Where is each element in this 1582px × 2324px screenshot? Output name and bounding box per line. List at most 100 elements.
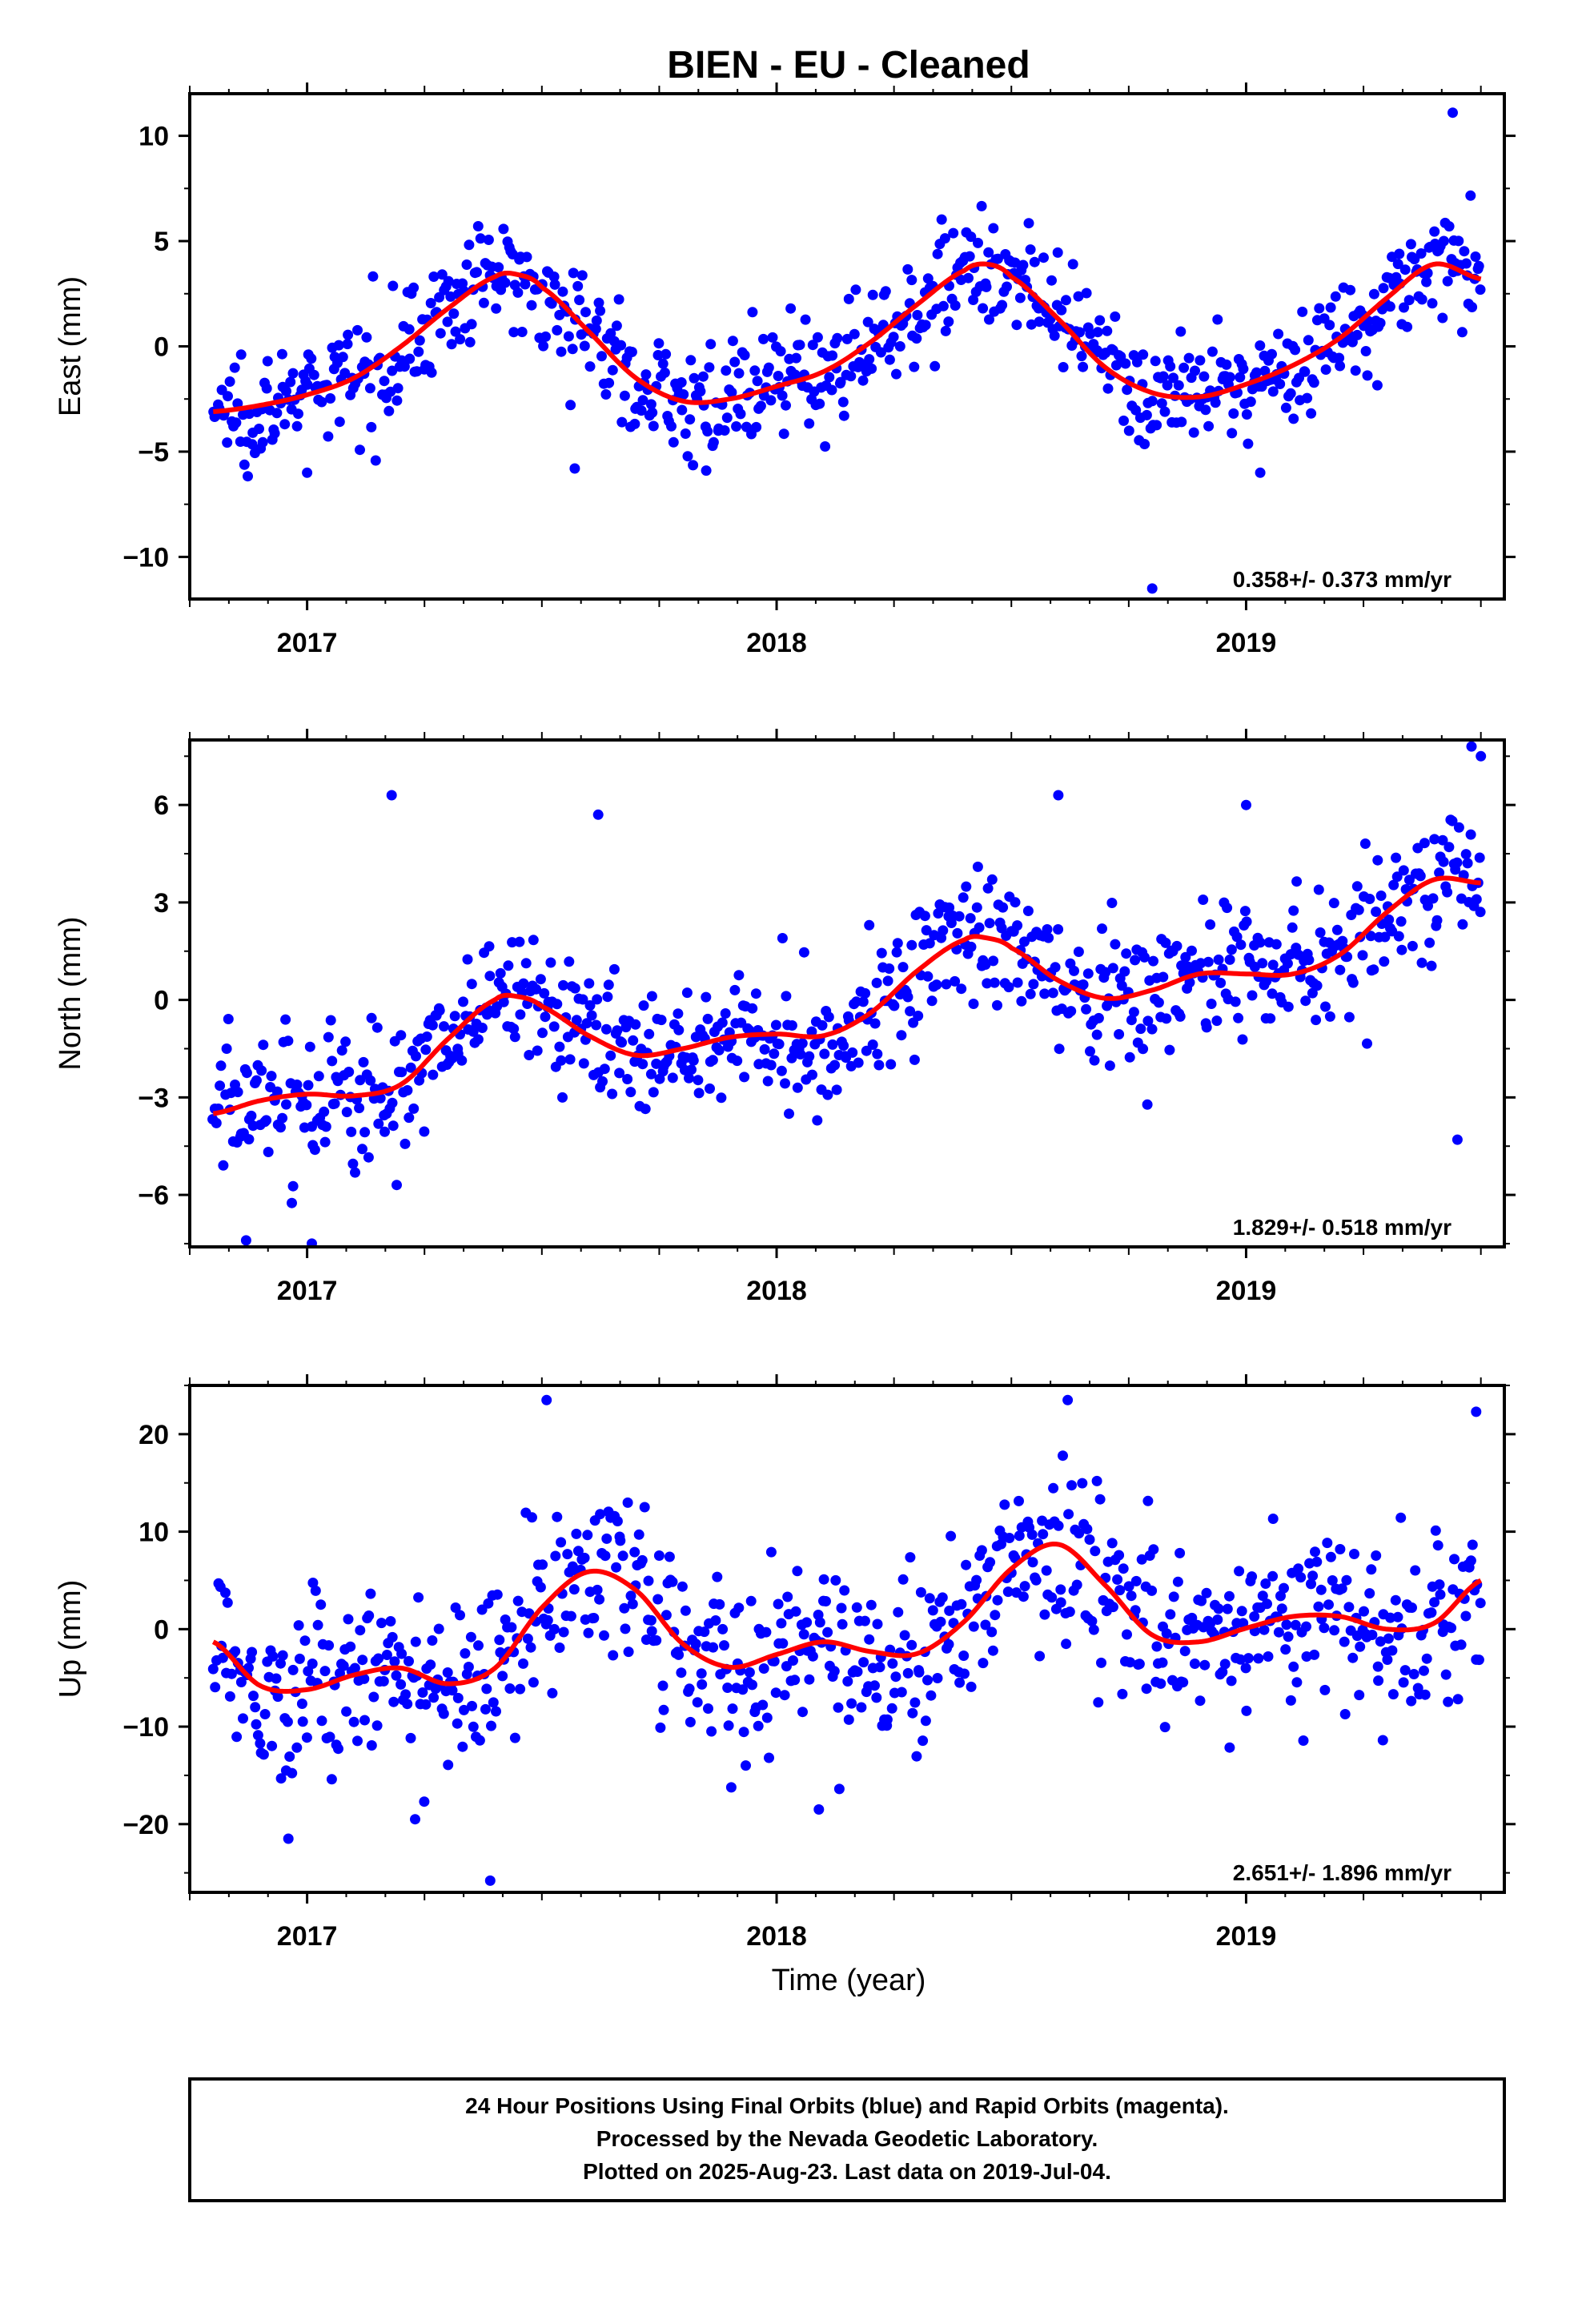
north-data-point <box>673 1024 685 1035</box>
east-data-point <box>367 271 379 282</box>
east-data-point <box>1422 267 1433 279</box>
up-data-point <box>420 1699 432 1710</box>
north-data-point <box>921 925 932 936</box>
north-data-point <box>1442 887 1453 898</box>
east-data-point <box>891 368 901 380</box>
up-data-point <box>341 1706 352 1717</box>
up-data-point <box>782 1591 793 1602</box>
up-data-point <box>1018 1591 1029 1602</box>
north-data-point <box>1025 988 1036 999</box>
up-data-point <box>1004 1533 1015 1543</box>
up-data-point <box>235 1677 247 1687</box>
up-data-point <box>1064 1606 1075 1618</box>
up-data-point <box>611 1562 622 1573</box>
east-data-point <box>1259 365 1271 376</box>
north-data-point <box>1364 894 1375 904</box>
north-data-point <box>350 1167 360 1178</box>
north-data-point <box>1307 987 1318 999</box>
east-data-point <box>1212 314 1223 325</box>
east-data-point <box>1118 415 1129 426</box>
north-data-point <box>1142 1015 1154 1027</box>
east-data-point <box>875 347 886 358</box>
north-data-point <box>693 1088 705 1099</box>
east-data-point <box>262 356 273 367</box>
up-data-point <box>226 1668 237 1679</box>
east-data-point <box>1475 284 1486 296</box>
east-data-point <box>285 376 296 388</box>
up-points <box>207 1394 1486 1886</box>
north-data-point <box>982 883 994 894</box>
up-data-point <box>572 1546 584 1557</box>
east-data-point <box>276 348 287 360</box>
north-data-point <box>484 971 496 982</box>
up-data-point <box>922 1675 933 1686</box>
east-data-point <box>1308 377 1319 388</box>
north-data-point <box>387 1120 399 1132</box>
north-data-point <box>984 918 995 929</box>
caption-line-1: 24 Hour Positions Using Final Orbits (bl… <box>465 2093 1229 2118</box>
north-data-point <box>1379 956 1390 967</box>
up-data-point <box>1235 1654 1246 1665</box>
north-data-point <box>365 1075 376 1086</box>
north-data-point <box>1331 924 1343 935</box>
up-x-tick-label: 2018 <box>746 1921 807 1952</box>
up-data-point <box>706 1726 717 1737</box>
up-data-point <box>1385 1612 1396 1623</box>
north-data-point <box>1396 944 1407 955</box>
east-data-point <box>1371 380 1383 391</box>
north-data-point <box>319 1106 330 1117</box>
up-data-point <box>455 1610 465 1621</box>
north-data-point <box>405 1062 416 1073</box>
up-data-point <box>484 1875 496 1886</box>
north-data-point <box>309 1144 320 1156</box>
north-data-point <box>1089 1055 1100 1066</box>
up-data-point <box>913 1667 925 1678</box>
east-data-point <box>1052 247 1063 258</box>
north-data-point <box>554 1041 565 1052</box>
north-data-point <box>1357 950 1368 961</box>
east-data-point <box>1285 388 1296 399</box>
up-data-point <box>438 1708 449 1719</box>
north-data-point <box>1231 931 1243 943</box>
up-data-point <box>1383 1633 1394 1644</box>
north-data-point <box>637 1059 648 1070</box>
east-data-point <box>1138 349 1149 360</box>
east-data-point <box>1102 325 1113 336</box>
north-data-point <box>1241 916 1252 927</box>
up-data-point <box>1063 1509 1074 1520</box>
up-data-point <box>473 1640 484 1651</box>
east-data-point <box>569 463 580 474</box>
up-data-point <box>287 1767 298 1779</box>
north-data-point <box>1303 955 1315 966</box>
up-data-point <box>813 1804 825 1815</box>
up-data-point <box>990 1610 1001 1621</box>
up-data-point <box>1136 1554 1147 1565</box>
north-data-point <box>1010 897 1021 908</box>
east-data-point <box>1156 398 1167 409</box>
north-data-point <box>1247 990 1258 1001</box>
east-data-point <box>678 389 689 400</box>
up-data-point <box>474 1735 485 1746</box>
up-data-point <box>405 1732 416 1743</box>
up-data-point <box>737 1684 749 1695</box>
north-data-point <box>303 1080 314 1091</box>
north-data-point <box>391 1180 402 1191</box>
up-data-point <box>1062 1394 1074 1405</box>
up-data-point <box>1234 1566 1245 1577</box>
up-data-point <box>968 1621 979 1632</box>
north-data-point <box>1233 1012 1244 1023</box>
up-data-point <box>385 1616 396 1626</box>
east-data-point <box>567 344 578 355</box>
east-data-point <box>884 354 895 365</box>
up-data-point <box>310 1585 321 1596</box>
north-fit-line <box>212 875 1481 1116</box>
east-data-point <box>1025 244 1036 255</box>
east-data-point <box>1429 226 1440 237</box>
north-frame <box>188 738 1506 1248</box>
up-data-point <box>727 1703 738 1715</box>
north-data-point <box>586 1010 597 1021</box>
up-data-point <box>1471 1406 1482 1417</box>
north-data-point <box>956 983 967 995</box>
up-data-point <box>719 1640 729 1651</box>
east-data-point <box>387 280 399 292</box>
